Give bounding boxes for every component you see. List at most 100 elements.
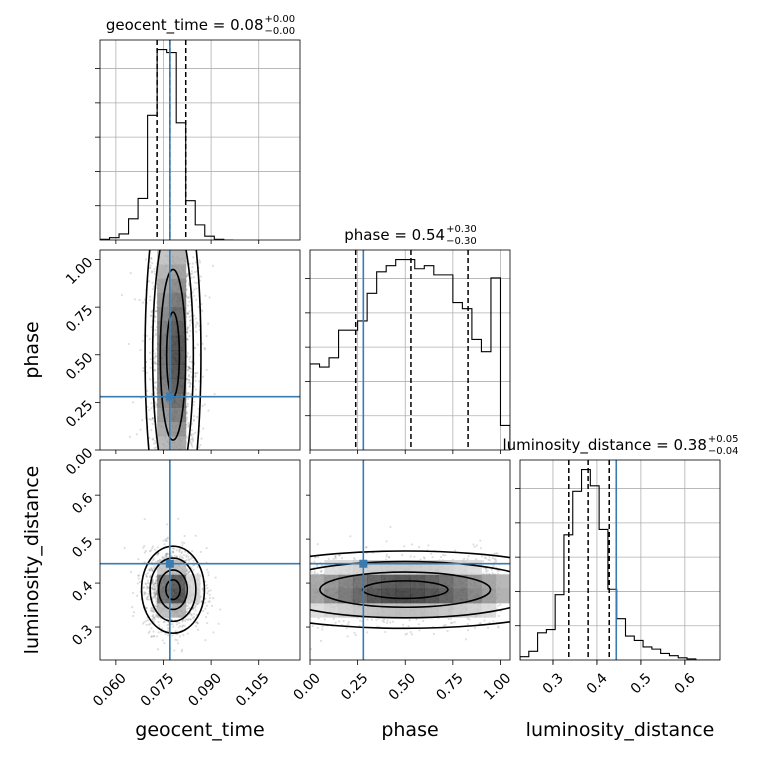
sample-point <box>442 554 445 557</box>
sample-point <box>152 592 156 596</box>
sample-point <box>129 272 132 275</box>
sample-point <box>366 618 369 621</box>
sample-point <box>142 546 145 550</box>
sample-point <box>148 351 152 354</box>
sample-point <box>496 569 499 573</box>
sample-point <box>147 598 150 601</box>
sample-point <box>178 635 182 638</box>
contour-level-0 <box>140 545 206 634</box>
sample-point <box>145 619 148 622</box>
sample-point <box>180 625 184 628</box>
sample-point <box>346 635 349 638</box>
sample-point <box>149 357 152 361</box>
sample-point <box>409 555 412 558</box>
density-cell <box>171 602 187 618</box>
sample-point <box>145 575 148 578</box>
sample-point <box>186 331 189 334</box>
sample-point <box>407 625 410 628</box>
sample-point <box>145 334 149 337</box>
sample-point <box>316 572 319 575</box>
sample-point <box>147 595 150 598</box>
sample-point <box>153 596 156 599</box>
density-cell <box>495 574 510 590</box>
sample-point <box>207 590 210 593</box>
sample-point <box>196 565 200 569</box>
sample-point <box>206 622 209 625</box>
sample-point <box>188 385 192 388</box>
sample-point <box>185 288 188 291</box>
sample-point <box>150 587 153 590</box>
sample-point <box>166 537 169 540</box>
sample-point <box>155 579 158 582</box>
sample-point <box>142 301 145 304</box>
sample-point <box>153 381 157 385</box>
sample-point <box>143 544 146 548</box>
sample-point <box>213 393 216 396</box>
sample-point <box>155 310 158 313</box>
sample-point <box>139 348 142 352</box>
sample-point <box>315 564 319 567</box>
sample-point <box>165 553 168 556</box>
sample-point <box>188 360 191 363</box>
sample-point <box>149 366 152 369</box>
sample-point <box>491 572 494 575</box>
sample-point <box>162 621 166 624</box>
sample-point <box>186 328 189 331</box>
sample-point <box>191 440 194 443</box>
density-cell <box>410 602 425 618</box>
sample-point <box>207 409 210 412</box>
sample-point <box>187 392 190 395</box>
sample-point <box>155 354 158 358</box>
panel-frame-geocent_time-luminosity_distance <box>99 459 301 661</box>
sample-point <box>188 367 192 370</box>
sample-point <box>148 569 151 572</box>
sample-point <box>193 314 196 317</box>
sample-point <box>149 264 152 267</box>
sample-point <box>497 614 500 618</box>
y-tick-label: 1.00 <box>63 255 96 288</box>
sample-point <box>143 551 146 554</box>
sample-point <box>183 624 186 627</box>
sample-point <box>154 328 157 332</box>
sample-point <box>449 621 453 625</box>
sample-point <box>185 554 188 557</box>
sample-point <box>186 572 190 575</box>
sample-point <box>150 549 153 552</box>
sample-point <box>151 615 154 618</box>
sample-point <box>146 572 149 575</box>
x-tick-label: 0.090 <box>185 670 225 710</box>
sample-point <box>165 554 168 558</box>
sample-point <box>186 355 189 358</box>
sample-point <box>153 368 157 372</box>
density-cell <box>395 588 411 604</box>
sample-point <box>148 630 151 633</box>
sample-point <box>152 285 155 288</box>
sample-point <box>203 348 207 351</box>
sample-point <box>491 557 494 560</box>
sample-point <box>485 572 488 575</box>
density-cell <box>424 574 440 590</box>
sample-point <box>313 560 316 563</box>
sample-point <box>358 619 362 622</box>
title-main: geocent_time = 0.08 <box>106 16 264 35</box>
sample-point <box>194 374 197 377</box>
sample-point <box>191 445 194 448</box>
sample-point <box>148 280 151 283</box>
sample-point <box>154 596 158 599</box>
sample-point <box>334 621 337 624</box>
sample-point <box>171 550 175 553</box>
histogram-geocent_time <box>100 48 234 240</box>
density-cell <box>324 602 340 618</box>
sample-point <box>192 256 195 259</box>
sample-point <box>385 540 388 543</box>
sample-point <box>444 623 447 627</box>
sample-point <box>493 557 496 560</box>
hist-frame-luminosity_distance <box>519 459 721 661</box>
sample-point <box>190 550 194 553</box>
sample-point <box>192 612 196 615</box>
sample-point <box>439 555 443 559</box>
sample-point <box>187 421 190 424</box>
sample-point <box>188 380 191 384</box>
sample-point <box>161 627 164 630</box>
density-cell <box>381 602 397 618</box>
